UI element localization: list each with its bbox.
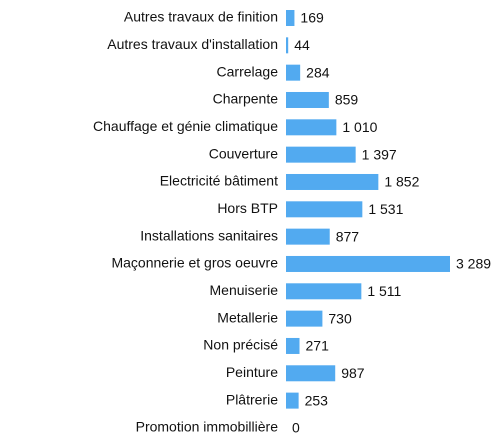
bar — [286, 146, 356, 163]
value-label: 877 — [336, 228, 360, 244]
bar — [286, 283, 362, 300]
bar — [286, 228, 330, 245]
bar — [286, 173, 379, 190]
category-label: Autres travaux de finition — [124, 9, 278, 25]
bar — [286, 392, 299, 409]
value-label: 169 — [300, 10, 324, 26]
category-label: Metallerie — [217, 309, 278, 325]
value-label: 253 — [305, 392, 329, 408]
value-label: 859 — [335, 92, 359, 108]
category-label: Maçonnerie et gros oeuvre — [111, 255, 278, 271]
value-label: 1 010 — [342, 119, 377, 135]
value-label: 1 511 — [367, 283, 401, 299]
value-label: 44 — [294, 37, 310, 53]
category-label: Carrelage — [217, 63, 279, 79]
value-label: 987 — [341, 365, 365, 381]
category-label: Electricité bâtiment — [160, 173, 278, 189]
category-label: Menuiserie — [210, 282, 279, 298]
value-label: 271 — [306, 338, 330, 354]
value-label: 730 — [328, 310, 352, 326]
bar — [286, 91, 329, 108]
bar — [286, 37, 289, 54]
category-label: Charpente — [213, 91, 279, 107]
bar — [286, 310, 323, 327]
bar — [286, 337, 300, 354]
value-label: 3 289 — [456, 256, 491, 272]
value-label: 1 531 — [368, 201, 403, 217]
category-label: Installations sanitaires — [140, 227, 278, 243]
value-label: 284 — [306, 64, 330, 80]
category-label: Non précisé — [203, 337, 278, 353]
category-label: Plâtrerie — [226, 391, 278, 407]
category-label: Couverture — [209, 145, 278, 161]
bar — [286, 10, 295, 26]
bar — [286, 255, 450, 272]
category-label: Promotion immobillière — [136, 419, 279, 435]
bar — [286, 365, 336, 382]
bar — [286, 201, 363, 218]
category-label: Autres travaux d'installation — [107, 36, 278, 52]
bar — [286, 119, 337, 136]
category-label: Chauffage et génie climatique — [93, 118, 278, 134]
value-label: 0 — [292, 420, 300, 436]
value-label: 1 397 — [362, 146, 397, 162]
category-label: Hors BTP — [217, 200, 278, 216]
bar — [286, 64, 301, 81]
value-label: 1 852 — [384, 174, 419, 190]
category-label: Peinture — [226, 364, 278, 380]
